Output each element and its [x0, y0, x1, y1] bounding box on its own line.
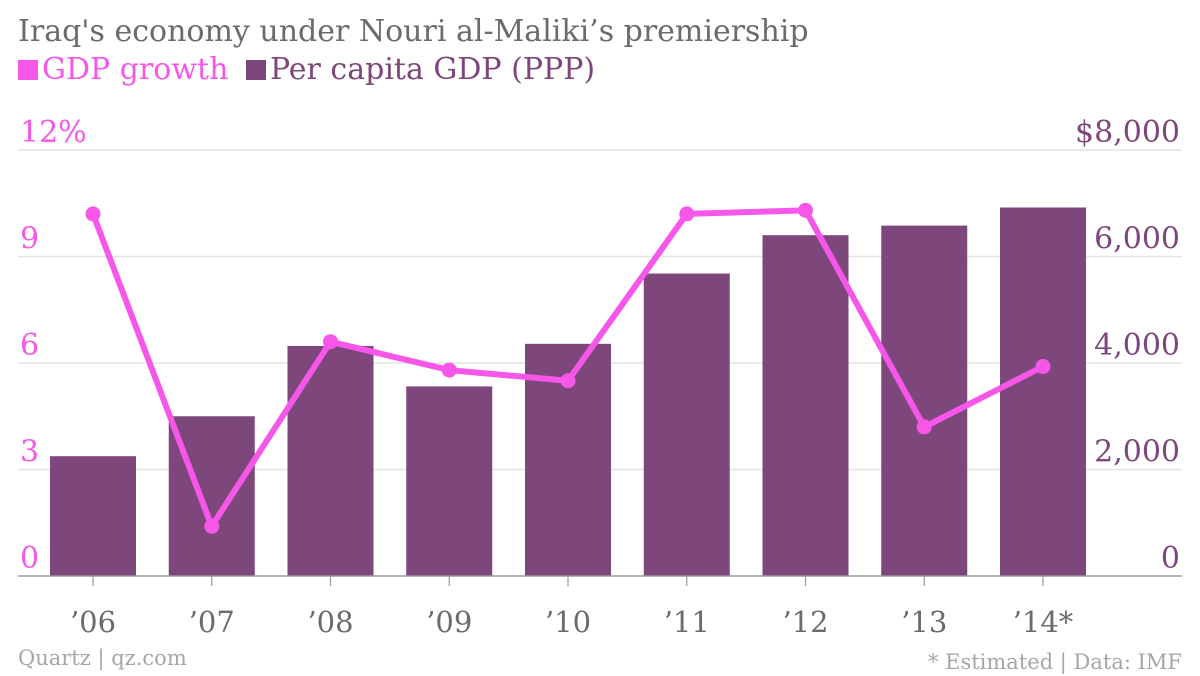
y-right-tick-label: 0: [1161, 541, 1180, 576]
legend-swatch-gdp-growth: [18, 60, 38, 80]
point-gdp-growth-2: [323, 334, 338, 350]
point-gdp-growth-5: [679, 206, 695, 222]
x-tick-label: ’09: [426, 605, 472, 639]
x-tick-label: ’11: [664, 605, 710, 639]
bar-per-capita-2: [287, 345, 374, 576]
legend-label-per-capita: Per capita GDP (PPP): [269, 52, 596, 87]
legend-label-gdp-growth: GDP growth: [42, 52, 229, 87]
x-tick-label: ’14*: [1013, 605, 1074, 639]
chart-title: Iraq's economy under Nouri al-Maliki’s p…: [18, 14, 809, 49]
y-left-tick-label: 9: [20, 222, 39, 257]
x-tick-label: ’13: [901, 605, 947, 639]
y-left-tick-label: 0: [20, 541, 39, 576]
bar-per-capita-5: [643, 273, 730, 576]
y-right-tick-label: 4,000: [1094, 328, 1180, 363]
bar-per-capita-8: [1000, 207, 1086, 576]
x-tick-label: ’06: [70, 605, 116, 639]
point-gdp-growth-6: [798, 202, 813, 218]
x-tick-label: ’10: [545, 605, 591, 639]
y-left-top-label: 12%: [20, 115, 87, 150]
point-gdp-growth-3: [441, 362, 457, 378]
source-credit: Quartz | qz.com: [18, 646, 187, 670]
legend-item-gdp-growth: GDP growth: [18, 52, 228, 87]
point-gdp-growth-8: [1035, 359, 1051, 375]
x-tick-label: ’12: [782, 605, 828, 639]
bar-per-capita-6: [762, 235, 849, 576]
data-source-note: * Estimated | Data: IMF: [927, 650, 1182, 674]
y-right-top-label: $8,000: [1075, 115, 1180, 150]
legend: GDP growth Per capita GDP (PPP): [18, 52, 603, 87]
point-gdp-growth-7: [916, 419, 932, 435]
bar-per-capita-7: [881, 225, 968, 577]
y-right-tick-label: 2,000: [1094, 435, 1180, 470]
y-right-tick-label: 6,000: [1094, 222, 1180, 257]
x-tick-label: ’08: [307, 605, 353, 639]
y-left-tick-label: 3: [20, 435, 39, 470]
y-left-tick-label: 6: [20, 328, 39, 363]
legend-swatch-per-capita: [245, 60, 266, 80]
point-gdp-growth-1: [204, 518, 220, 534]
legend-item-per-capita: Per capita GDP (PPP): [245, 52, 596, 87]
point-gdp-growth-0: [85, 206, 101, 222]
bar-per-capita-0: [50, 456, 136, 576]
point-gdp-growth-4: [560, 373, 576, 389]
bar-per-capita-3: [406, 386, 493, 576]
x-tick-label: ’07: [189, 605, 235, 639]
